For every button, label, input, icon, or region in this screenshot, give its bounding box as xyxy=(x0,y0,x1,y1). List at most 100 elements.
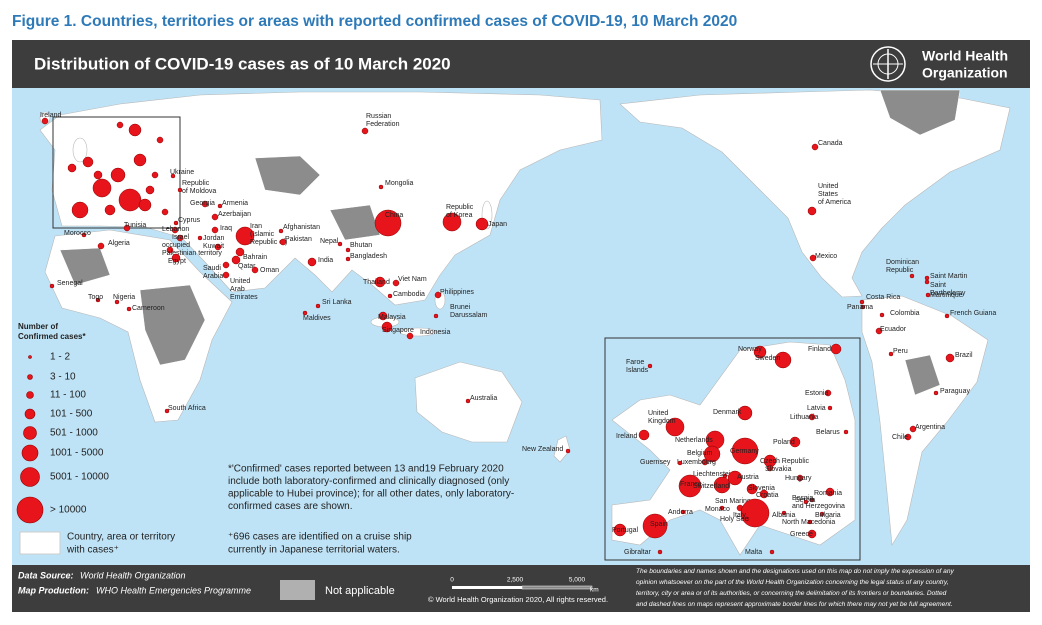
not-applicable-swatch xyxy=(280,580,315,600)
country-label: Maldives xyxy=(303,315,331,322)
country-label: (Islamic xyxy=(250,231,275,238)
inset-country-label: Faroe xyxy=(626,359,644,366)
case-bubble xyxy=(807,529,817,539)
case-bubble xyxy=(909,273,915,279)
legend-bubble xyxy=(24,408,36,420)
inset-country-label: Liechtenstein xyxy=(693,471,734,478)
inset-country-label: France xyxy=(680,481,702,488)
figure-title: Figure 1. Countries, territories or area… xyxy=(12,13,737,30)
case-bubble xyxy=(744,516,750,522)
country-label: Mexico xyxy=(815,253,837,260)
case-bubble xyxy=(825,487,835,497)
case-bubble xyxy=(638,429,650,441)
legend-bubble xyxy=(27,374,33,380)
case-bubble xyxy=(442,212,462,232)
case-bubble xyxy=(678,474,702,498)
country-label: Egypt xyxy=(168,258,186,265)
inset-country-label: and Herzegovina xyxy=(792,503,845,510)
country-label: Ecuador xyxy=(880,326,907,333)
case-bubble xyxy=(888,351,894,357)
inset-country-label: Luxembourg xyxy=(677,459,716,466)
country-label: South Africa xyxy=(168,405,206,412)
case-bubble xyxy=(82,156,94,168)
case-bubble xyxy=(719,505,725,511)
case-bubble xyxy=(279,238,287,246)
case-bubble xyxy=(156,136,164,144)
country-label: Georgia xyxy=(190,200,215,207)
legend-title: Number of xyxy=(18,322,58,331)
case-bubble xyxy=(879,312,885,318)
country-label: Indonesia xyxy=(420,329,450,336)
legend-area-label: Country, area or territory xyxy=(67,532,175,543)
case-bubble xyxy=(774,351,792,369)
case-bubble xyxy=(337,241,343,247)
case-bubble xyxy=(809,497,815,503)
data-source: World Health Organization xyxy=(80,570,186,580)
country-label: Iran xyxy=(250,223,262,230)
note-confirmed: *'Confirmed' cases reported between 13 a… xyxy=(228,464,504,475)
legend-bubble xyxy=(23,426,37,440)
case-bubble xyxy=(171,226,179,234)
country-label: Saint xyxy=(930,282,946,289)
legend-label: 11 - 100 xyxy=(50,390,86,401)
who-logo xyxy=(870,46,906,82)
scale-label: 5,000 xyxy=(569,577,586,584)
case-bubble xyxy=(945,353,955,363)
inset-country-label: Switzerland xyxy=(693,483,729,490)
case-bubble xyxy=(803,499,809,505)
not-applicable-areas xyxy=(59,89,961,396)
country-label: Morocco xyxy=(64,230,91,237)
inset-country-label: Latvia xyxy=(807,405,826,412)
case-bubble xyxy=(433,313,439,319)
inset-country-label: Czech Republic xyxy=(760,458,810,465)
country-label: occupied xyxy=(162,242,190,249)
country-label: India xyxy=(318,257,333,264)
case-bubble xyxy=(824,389,832,397)
europe-box xyxy=(52,116,181,229)
country-label: Palestinian territory xyxy=(162,250,222,257)
country-label: China xyxy=(385,212,403,219)
case-bubble xyxy=(217,203,223,209)
inset-country-label: Netherlands xyxy=(675,437,713,444)
case-bubble xyxy=(827,405,833,411)
case-bubble xyxy=(727,470,743,486)
case-bubble xyxy=(731,437,759,465)
country-label: Cambodia xyxy=(393,291,425,298)
case-bubble xyxy=(307,257,317,267)
country-label: Australia xyxy=(470,395,497,402)
case-bubble xyxy=(737,405,753,421)
country-label: Panama xyxy=(847,304,873,311)
scale-label: 2,500 xyxy=(507,577,524,584)
inset-country-label: Denmark xyxy=(713,409,742,416)
case-bubble xyxy=(214,243,222,251)
case-bubble xyxy=(475,217,489,231)
case-bubble xyxy=(211,226,219,234)
country-label: States xyxy=(818,191,838,198)
case-bubble xyxy=(703,445,721,463)
disclaimer: and dashed lines on maps represent appro… xyxy=(636,601,953,608)
case-bubble xyxy=(789,436,801,448)
inset-country-label: Guernsey xyxy=(640,459,671,466)
country-label: Cyprus xyxy=(178,217,201,224)
inset-country-label: North Macedonia xyxy=(782,519,835,526)
country-label: Peru xyxy=(893,348,908,355)
case-bubble xyxy=(222,271,230,279)
country-label: Malaysia xyxy=(378,314,406,321)
case-bubble xyxy=(104,204,116,216)
country-label: Federation xyxy=(366,121,400,128)
case-bubble xyxy=(387,293,393,299)
case-bubble xyxy=(819,511,825,517)
country-label: Kuwait xyxy=(203,243,224,250)
case-bubble xyxy=(278,228,284,234)
case-bubble xyxy=(110,167,126,183)
country-label: Jordan xyxy=(203,235,225,242)
country-label: United xyxy=(818,183,838,190)
inset-country-label: Norway xyxy=(738,346,762,353)
country-label: Ireland xyxy=(40,112,62,119)
country-label: Tunisia xyxy=(124,222,146,229)
country-label: Oman xyxy=(260,267,279,274)
legend-bubble xyxy=(16,496,44,524)
country-label: Arabia xyxy=(203,273,223,280)
country-label: Azerbaijan xyxy=(218,211,251,218)
inset-country-label: Slovenia xyxy=(748,485,775,492)
